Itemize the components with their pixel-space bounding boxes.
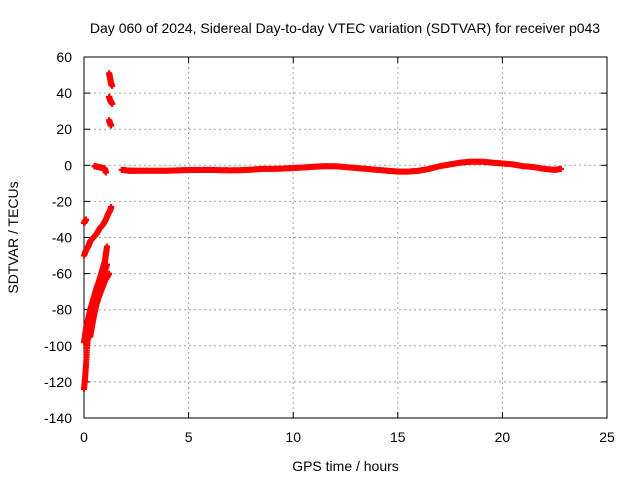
data-point xyxy=(108,203,115,210)
data-point xyxy=(104,243,111,250)
y-tick-label: -100 xyxy=(44,338,72,354)
x-tick-label: 25 xyxy=(599,429,615,445)
y-tick-label: 40 xyxy=(56,85,72,101)
y-tick-label: 20 xyxy=(56,121,72,137)
data-point xyxy=(106,270,113,277)
grid-lines xyxy=(84,57,607,418)
y-tick-label: -140 xyxy=(44,410,72,426)
data-point xyxy=(83,216,90,223)
y-tick-label: -60 xyxy=(52,266,72,282)
y-tick-label: -20 xyxy=(52,193,72,209)
data-point xyxy=(104,261,111,268)
data-point xyxy=(109,100,116,107)
x-tick-label: 20 xyxy=(495,429,511,445)
y-tick-label: 0 xyxy=(64,157,72,173)
x-tick-label: 10 xyxy=(285,429,301,445)
y-tick-label: -80 xyxy=(52,302,72,318)
data-points xyxy=(81,70,564,393)
data-point xyxy=(108,122,115,129)
y-tick-label: -40 xyxy=(52,230,72,246)
y-tick-label: -120 xyxy=(44,374,72,390)
y-axis-label: SDTVAR / TECUs xyxy=(5,181,21,293)
x-tick-label: 15 xyxy=(390,429,406,445)
tick-labels: 0 5 10 15 20 25 -140 -120 -100 -80 -60 -40 -20 0 20 40 6… xyxy=(44,49,615,445)
axis-ticks xyxy=(83,56,608,419)
y-tick-label: 60 xyxy=(56,49,72,65)
x-tick-label: 0 xyxy=(80,429,88,445)
x-tick-label: 5 xyxy=(185,429,193,445)
data-point xyxy=(557,165,564,172)
data-point xyxy=(102,169,109,176)
chart-title: Day 060 of 2024, Sidereal Day-to-day VTE… xyxy=(90,20,600,36)
data-point xyxy=(109,82,116,89)
x-axis-label: GPS time / hours xyxy=(292,458,399,474)
